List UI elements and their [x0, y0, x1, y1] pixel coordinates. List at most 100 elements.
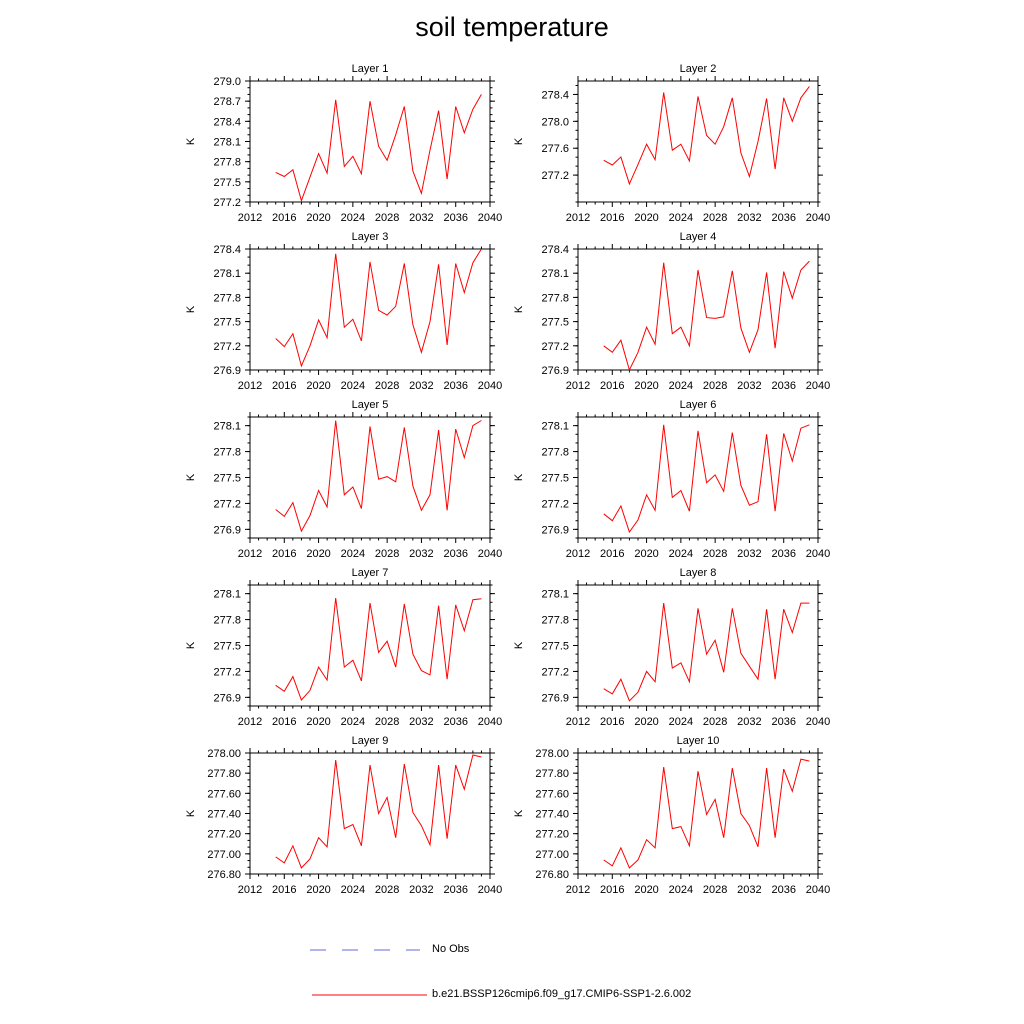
- x-tick-label: 2028: [375, 716, 399, 728]
- legend-line-no-obs: [310, 949, 420, 951]
- y-tick-label: 277.5: [213, 317, 241, 329]
- x-tick-label: 2028: [703, 716, 727, 728]
- panel-title-layer-8: Layer 8: [680, 567, 717, 579]
- x-tick-label: 2020: [306, 212, 330, 224]
- x-tick-label: 2024: [669, 212, 693, 224]
- y-tick-label: 279.0: [213, 76, 241, 88]
- y-tick-label: 277.2: [213, 498, 241, 510]
- y-tick-label: 278.1: [213, 421, 241, 433]
- y-tick-label: 276.9: [541, 365, 569, 377]
- x-tick-label: 2020: [634, 884, 658, 896]
- x-tick-label: 2032: [737, 212, 761, 224]
- y-axis-label: K: [185, 641, 197, 649]
- y-tick-label: 278.4: [213, 244, 241, 256]
- y-tick-label: 277.2: [541, 498, 569, 510]
- x-tick-label: 2016: [272, 884, 296, 896]
- series-line-layer-6-0: [603, 424, 810, 534]
- y-tick-label: 277.5: [541, 317, 569, 329]
- x-tick-label: 2016: [600, 716, 624, 728]
- x-tick-label: 2012: [566, 716, 590, 728]
- x-tick-label: 2024: [669, 884, 693, 896]
- panel-layer-2: Layer 2 K 277.2 277.6 278.0 278.4 2012 2016 2020…: [513, 63, 830, 224]
- x-tick-label: 2012: [566, 548, 590, 560]
- y-axis-label: K: [513, 473, 525, 481]
- x-tick-label: 2036: [443, 548, 467, 560]
- x-tick-label: 2040: [806, 716, 830, 728]
- y-tick-label: 278.4: [541, 89, 569, 101]
- x-tick-label: 2028: [703, 548, 727, 560]
- x-tick-label: 2028: [375, 884, 399, 896]
- x-tick-label: 2024: [341, 716, 365, 728]
- y-tick-label: 276.9: [541, 692, 569, 704]
- panel-title-layer-9: Layer 9: [352, 735, 389, 747]
- x-tick-label: 2040: [478, 716, 502, 728]
- y-tick-label: 277.2: [213, 197, 241, 209]
- series-line-layer-4-0: [603, 260, 810, 372]
- x-tick-label: 2028: [703, 212, 727, 224]
- panel-title-layer-10: Layer 10: [677, 735, 720, 747]
- x-tick-label: 2016: [272, 212, 296, 224]
- x-tick-label: 2032: [409, 716, 433, 728]
- series-line-layer-1-0: [275, 94, 482, 203]
- y-tick-label: 276.9: [213, 365, 241, 377]
- y-tick-label: 277.8: [213, 615, 241, 627]
- x-tick-label: 2016: [600, 212, 624, 224]
- x-tick-label: 2024: [669, 548, 693, 560]
- x-tick-label: 2012: [566, 884, 590, 896]
- y-tick-label: 277.5: [541, 641, 569, 653]
- legend-label-model: b.e21.BSSP126cmip6.f09_g17.CMIP6-SSP1-2.…: [432, 988, 692, 1000]
- y-tick-label: 277.2: [213, 666, 241, 678]
- panel-layer-3: Layer 3 K 276.9 277.2 277.5 277.8 278.1 278.4 20…: [185, 231, 502, 392]
- x-tick-label: 2020: [634, 212, 658, 224]
- x-tick-label: 2020: [306, 548, 330, 560]
- series-line-layer-10-0: [603, 758, 810, 869]
- panel-layer-9: Layer 9 K 276.80 277.00 277.20 277.40 277.60 27…: [185, 735, 502, 896]
- series-line-layer-8-0: [603, 602, 810, 702]
- x-tick-label: 2032: [409, 548, 433, 560]
- x-tick-label: 2032: [737, 884, 761, 896]
- x-tick-label: 2036: [443, 212, 467, 224]
- y-tick-label: 277.80: [535, 768, 569, 780]
- x-tick-label: 2020: [634, 716, 658, 728]
- y-tick-label: 278.4: [541, 244, 569, 256]
- plot-frame: [577, 248, 819, 371]
- y-tick-label: 276.80: [535, 869, 569, 881]
- x-tick-label: 2032: [409, 884, 433, 896]
- y-axis-label: K: [513, 641, 525, 649]
- y-tick-label: 278.4: [213, 116, 241, 128]
- y-tick-label: 278.1: [541, 268, 569, 280]
- panel-layer-8: Layer 8 K 276.9 277.2 277.5 277.8 278.1 2012 201…: [513, 567, 830, 728]
- y-tick-label: 277.40: [535, 809, 569, 821]
- plot-frame: [249, 80, 491, 203]
- y-tick-label: 277.20: [207, 829, 241, 841]
- y-axis-label: K: [513, 305, 525, 313]
- x-tick-label: 2020: [306, 884, 330, 896]
- y-tick-label: 277.8: [213, 157, 241, 169]
- x-tick-label: 2012: [238, 716, 262, 728]
- x-tick-label: 2032: [737, 716, 761, 728]
- x-tick-label: 2028: [703, 884, 727, 896]
- x-tick-label: 2040: [478, 548, 502, 560]
- x-tick-label: 2040: [806, 212, 830, 224]
- x-tick-label: 2032: [737, 380, 761, 392]
- x-tick-label: 2012: [238, 380, 262, 392]
- x-tick-label: 2016: [600, 884, 624, 896]
- x-tick-label: 2016: [600, 380, 624, 392]
- y-tick-label: 277.8: [213, 447, 241, 459]
- x-tick-label: 2012: [566, 212, 590, 224]
- x-tick-label: 2016: [600, 548, 624, 560]
- x-tick-label: 2024: [341, 548, 365, 560]
- x-tick-label: 2012: [238, 884, 262, 896]
- y-axis-label: K: [185, 473, 197, 481]
- panel-title-layer-1: Layer 1: [352, 63, 389, 75]
- y-tick-label: 278.1: [541, 589, 569, 601]
- y-axis-label: K: [185, 137, 197, 145]
- y-tick-label: 277.5: [213, 177, 241, 189]
- y-tick-label: 278.7: [213, 96, 241, 108]
- y-axis-label: K: [513, 809, 525, 817]
- y-tick-label: 277.00: [535, 849, 569, 861]
- y-axis-label: K: [185, 809, 197, 817]
- y-tick-label: 277.8: [541, 292, 569, 304]
- x-tick-label: 2028: [703, 380, 727, 392]
